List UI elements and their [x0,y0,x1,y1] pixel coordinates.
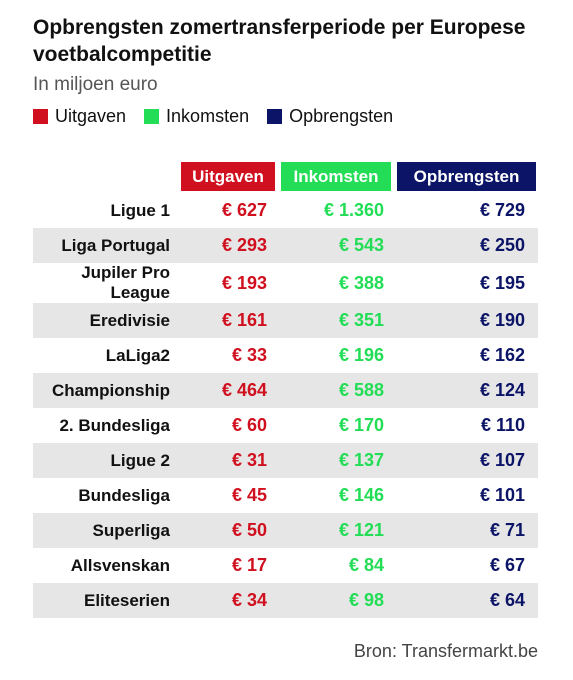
source: Bron: Transfermarkt.be [353,641,538,661]
value-cell: € 195 [479,272,525,293]
value-cell: € 137 [338,450,384,470]
table-body: Ligue 1 € 627 € 1.360 € 729 Liga Portugal € 2… [33,193,538,618]
value-cell: € 161 [221,310,267,330]
value-cell: € 543 [338,235,384,255]
legend-item: Inkomsten [144,106,249,127]
table-row: Eredivisie € 161 € 351 € 190 [33,303,538,338]
table-row: Liga Portugal € 293 € 543 € 250 [33,228,538,263]
legend-swatch [267,109,283,124]
row-label: Allsvenskan [70,555,170,575]
table-row: Bundesliga € 45 € 146 € 101 [33,478,538,513]
column-header: Opbrengsten [397,162,536,191]
subtitle: In miljoen euro [33,74,158,95]
column-header: Inkomsten [281,162,391,191]
table-row: Allsvenskan € 17 € 84 € 67 [33,548,538,583]
value-cell: € 170 [338,415,384,435]
value-cell: € 50 [231,520,267,540]
legend-item: Opbrengsten [267,106,393,127]
value-cell: € 196 [338,345,384,365]
row-label: Championship [51,380,170,400]
value-cell: € 31 [231,450,267,470]
value-cell: € 193 [221,272,267,293]
value-cell: € 101 [479,485,525,505]
legend: Uitgaven Inkomsten Opbrengsten [33,106,393,127]
value-cell: € 34 [231,590,267,610]
value-cell: € 146 [338,485,384,505]
row-label: Bundesliga [78,485,170,505]
value-cell: € 45 [231,485,267,505]
value-cell: € 729 [479,200,525,220]
value-cell: € 84 [348,555,384,575]
legend-item: Uitgaven [33,106,126,127]
row-label: Eliteserien [84,590,170,610]
value-cell: € 293 [221,235,267,255]
value-cell: € 33 [231,345,267,365]
column-header: Uitgaven [181,162,275,191]
value-cell: € 60 [231,415,267,435]
value-cell: € 124 [479,380,525,400]
value-cell: € 190 [479,310,525,330]
title: Opbrengsten zomertransferperiode per Eur… [33,16,526,66]
row-label: Superliga [92,520,170,540]
value-cell: € 110 [480,415,525,435]
row-label: Liga Portugal [61,235,170,255]
value-cell: € 71 [489,520,525,540]
table-row: Championship € 464 € 588 € 124 [33,373,538,408]
value-cell: € 67 [489,555,525,575]
row-label: Ligue 2 [110,450,170,470]
value-cell: € 121 [338,520,384,540]
row-label: Jupiler Pro League [81,263,170,302]
legend-label: Inkomsten [166,106,250,126]
table-row: Eliteserien € 34 € 98 € 64 [33,583,538,618]
table-row: Jupiler Pro League € 193 € 388 € 195 [33,263,538,303]
row-label: Eredivisie [89,310,170,330]
row-label: LaLiga2 [105,345,170,365]
legend-label: Opbrengsten [289,106,394,126]
value-cell: € 250 [479,235,525,255]
value-cell: € 17 [231,555,267,575]
legend-swatch [33,109,48,124]
table-row: Ligue 2 € 31 € 137 € 107 [33,443,538,478]
table-row: 2. Bundesliga € 60 € 170 € 110 [33,408,538,443]
value-cell: € 107 [479,450,525,470]
legend-label: Uitgaven [55,106,127,126]
value-cell: € 464 [221,380,267,400]
legend-swatch [144,109,160,124]
row-label: 2. Bundesliga [59,415,170,435]
table-row: Superliga € 50 € 121 € 71 [33,513,538,548]
value-cell: € 588 [338,380,384,400]
value-cell: € 1.360 [323,200,384,220]
table-row: Ligue 1 € 627 € 1.360 € 729 [33,193,538,228]
row-label: Ligue 1 [110,200,170,220]
value-cell: € 64 [489,590,525,610]
value-cell: € 627 [221,200,267,220]
table-row: LaLiga2 € 33 € 196 € 162 [33,338,538,373]
value-cell: € 162 [479,345,525,365]
value-cell: € 351 [338,310,384,330]
value-cell: € 98 [348,590,384,610]
value-cell: € 388 [338,272,384,293]
